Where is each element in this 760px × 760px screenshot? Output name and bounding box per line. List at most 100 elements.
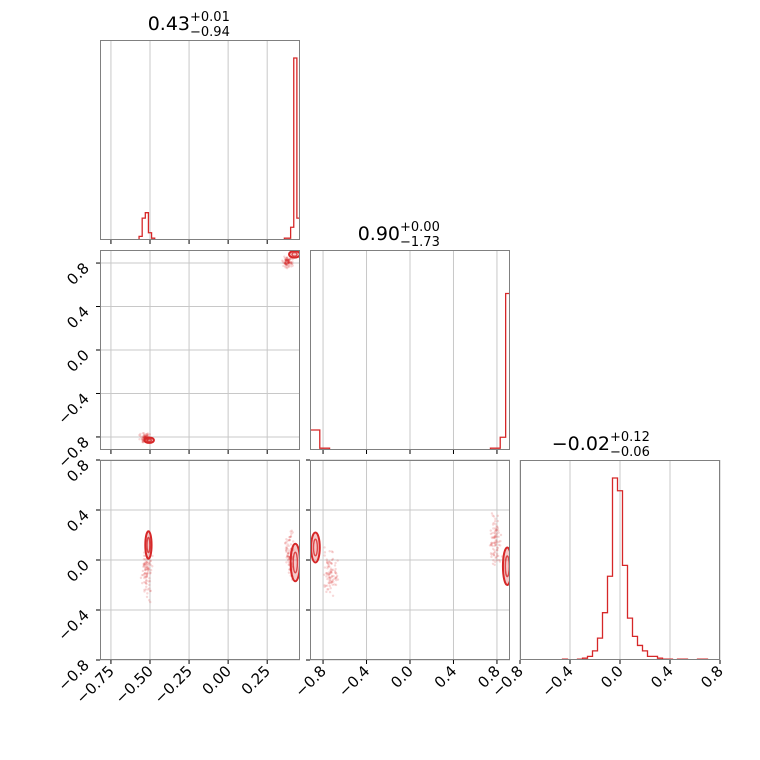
scatter-point <box>492 527 495 530</box>
scatter-point <box>145 433 149 436</box>
scatter-point <box>327 588 330 591</box>
scatter-point <box>323 585 326 589</box>
scatter-point <box>331 568 335 572</box>
scatter-point <box>140 436 143 439</box>
scatter-point <box>148 583 151 587</box>
scatter-point <box>148 580 152 583</box>
panel-1-1 <box>310 250 510 454</box>
param-title-value: −0.02 <box>552 433 610 455</box>
scatter-point <box>282 261 285 265</box>
scatter-point <box>284 261 287 264</box>
scatter-point <box>146 563 149 567</box>
scatter-point <box>489 532 493 536</box>
scatter-point <box>143 434 147 437</box>
scatter-point <box>334 571 337 575</box>
scatter-point <box>327 573 330 576</box>
histogram-bin <box>633 636 638 660</box>
scatter-point <box>325 561 329 564</box>
scatter-point <box>330 568 334 572</box>
scatter-point <box>499 533 503 537</box>
histogram-bin <box>628 618 633 660</box>
scatter-point <box>492 559 495 562</box>
scatter-point <box>291 531 294 534</box>
scatter-point <box>287 265 291 269</box>
panel-frame <box>310 460 510 660</box>
scatter-point <box>329 570 333 574</box>
param-title-upper: +0.12 <box>610 430 650 445</box>
scatter-point <box>138 438 141 441</box>
scatter-point <box>144 565 147 569</box>
scatter-point <box>286 552 289 556</box>
scatter-point <box>492 535 495 539</box>
scatter-point <box>328 575 331 579</box>
scatter-point <box>493 532 497 535</box>
density-contour <box>144 530 153 560</box>
scatter-point <box>328 560 331 563</box>
scatter-point <box>285 258 288 262</box>
scatter-point <box>335 572 338 575</box>
scatter-point <box>144 558 147 561</box>
scatter-point <box>285 549 288 552</box>
scatter-point <box>148 563 151 566</box>
scatter-point <box>329 569 332 572</box>
scatter-point <box>330 575 334 579</box>
scatter-point <box>333 577 336 581</box>
scatter-point <box>496 519 500 523</box>
scatter-point <box>495 540 498 544</box>
scatter-point <box>497 554 500 558</box>
scatter-point <box>284 260 288 264</box>
scatter-point <box>146 562 149 565</box>
scatter-point <box>144 572 148 576</box>
scatter-point <box>494 529 498 533</box>
scatter-point <box>145 572 149 576</box>
scatter-point <box>147 580 150 583</box>
scatter-point <box>151 565 154 568</box>
scatter-point <box>492 541 495 545</box>
x-tick-label: 0.0 <box>387 662 417 692</box>
scatter-point <box>146 568 149 571</box>
scatter-point <box>491 514 494 517</box>
scatter-point <box>146 560 149 563</box>
density-contour-inner <box>312 538 319 557</box>
y-tick-label: −0.4 <box>54 606 92 644</box>
scatter-point <box>284 266 287 269</box>
scatter-point <box>335 575 338 579</box>
scatter-point <box>149 589 152 593</box>
scatter-point <box>289 261 293 264</box>
scatter-point <box>143 576 146 580</box>
scatter-point <box>149 568 153 572</box>
scatter-point <box>497 540 501 543</box>
scatter-point <box>285 259 288 263</box>
scatter-point <box>285 262 288 265</box>
histogram-line <box>100 57 300 240</box>
scatter-point <box>144 581 147 584</box>
panel-content <box>310 512 510 597</box>
scatter-point <box>285 540 288 544</box>
scatter-point <box>287 258 290 261</box>
x-tick-label: −0.4 <box>335 662 373 700</box>
scatter-point <box>326 573 329 576</box>
scatter-point <box>146 434 149 438</box>
scatter-point <box>329 561 333 565</box>
scatter-point <box>288 538 292 542</box>
scatter-point <box>495 554 499 557</box>
density-contour-inner <box>146 438 153 443</box>
scatter-point <box>494 542 497 545</box>
scatter-point <box>138 433 141 437</box>
scatter-point <box>494 533 498 537</box>
scatter-point <box>285 545 288 548</box>
scatter-point <box>149 589 152 593</box>
panel-frame <box>520 460 720 660</box>
scatter-point <box>287 261 291 264</box>
param-title-upper: +0.00 <box>400 220 440 235</box>
scatter-point <box>146 592 149 595</box>
scatter-point <box>323 546 326 549</box>
scatter-point <box>334 567 337 571</box>
scatter-point <box>330 574 334 578</box>
scatter-point <box>286 258 289 262</box>
scatter-point <box>286 263 289 266</box>
scatter-point <box>142 558 146 561</box>
scatter-point <box>333 564 337 567</box>
scatter-point <box>286 547 289 551</box>
histogram-bin <box>598 638 603 660</box>
